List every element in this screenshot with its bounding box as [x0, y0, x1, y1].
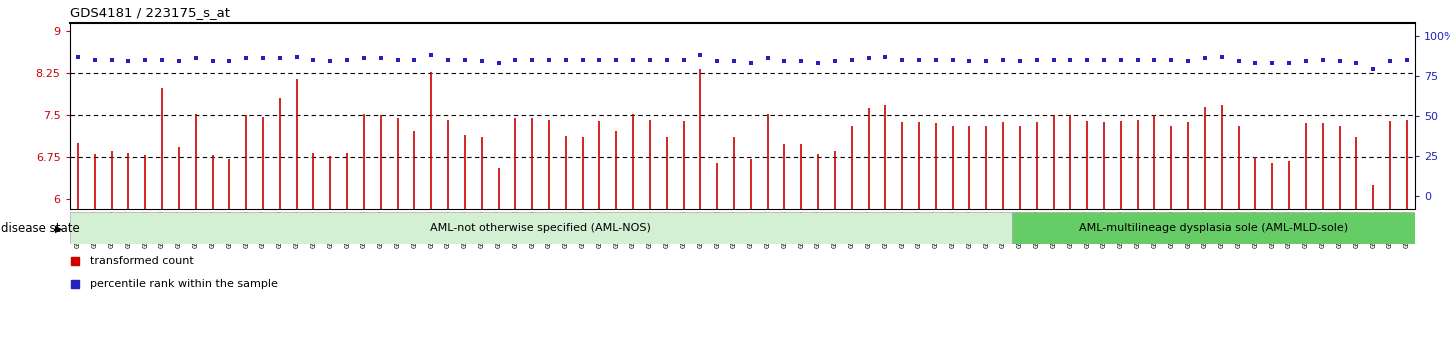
Text: GDS4181 / 223175_s_at: GDS4181 / 223175_s_at — [70, 6, 229, 19]
Text: AML-not otherwise specified (AML-NOS): AML-not otherwise specified (AML-NOS) — [431, 223, 651, 233]
Text: transformed count: transformed count — [90, 256, 194, 266]
Text: AML-multilineage dysplasia sole (AML-MLD-sole): AML-multilineage dysplasia sole (AML-MLD… — [1079, 223, 1348, 233]
Bar — [1012, 212, 1415, 244]
Bar — [70, 212, 1012, 244]
Text: percentile rank within the sample: percentile rank within the sample — [90, 279, 278, 289]
Text: disease state: disease state — [1, 222, 80, 235]
Text: ▶: ▶ — [55, 223, 62, 233]
